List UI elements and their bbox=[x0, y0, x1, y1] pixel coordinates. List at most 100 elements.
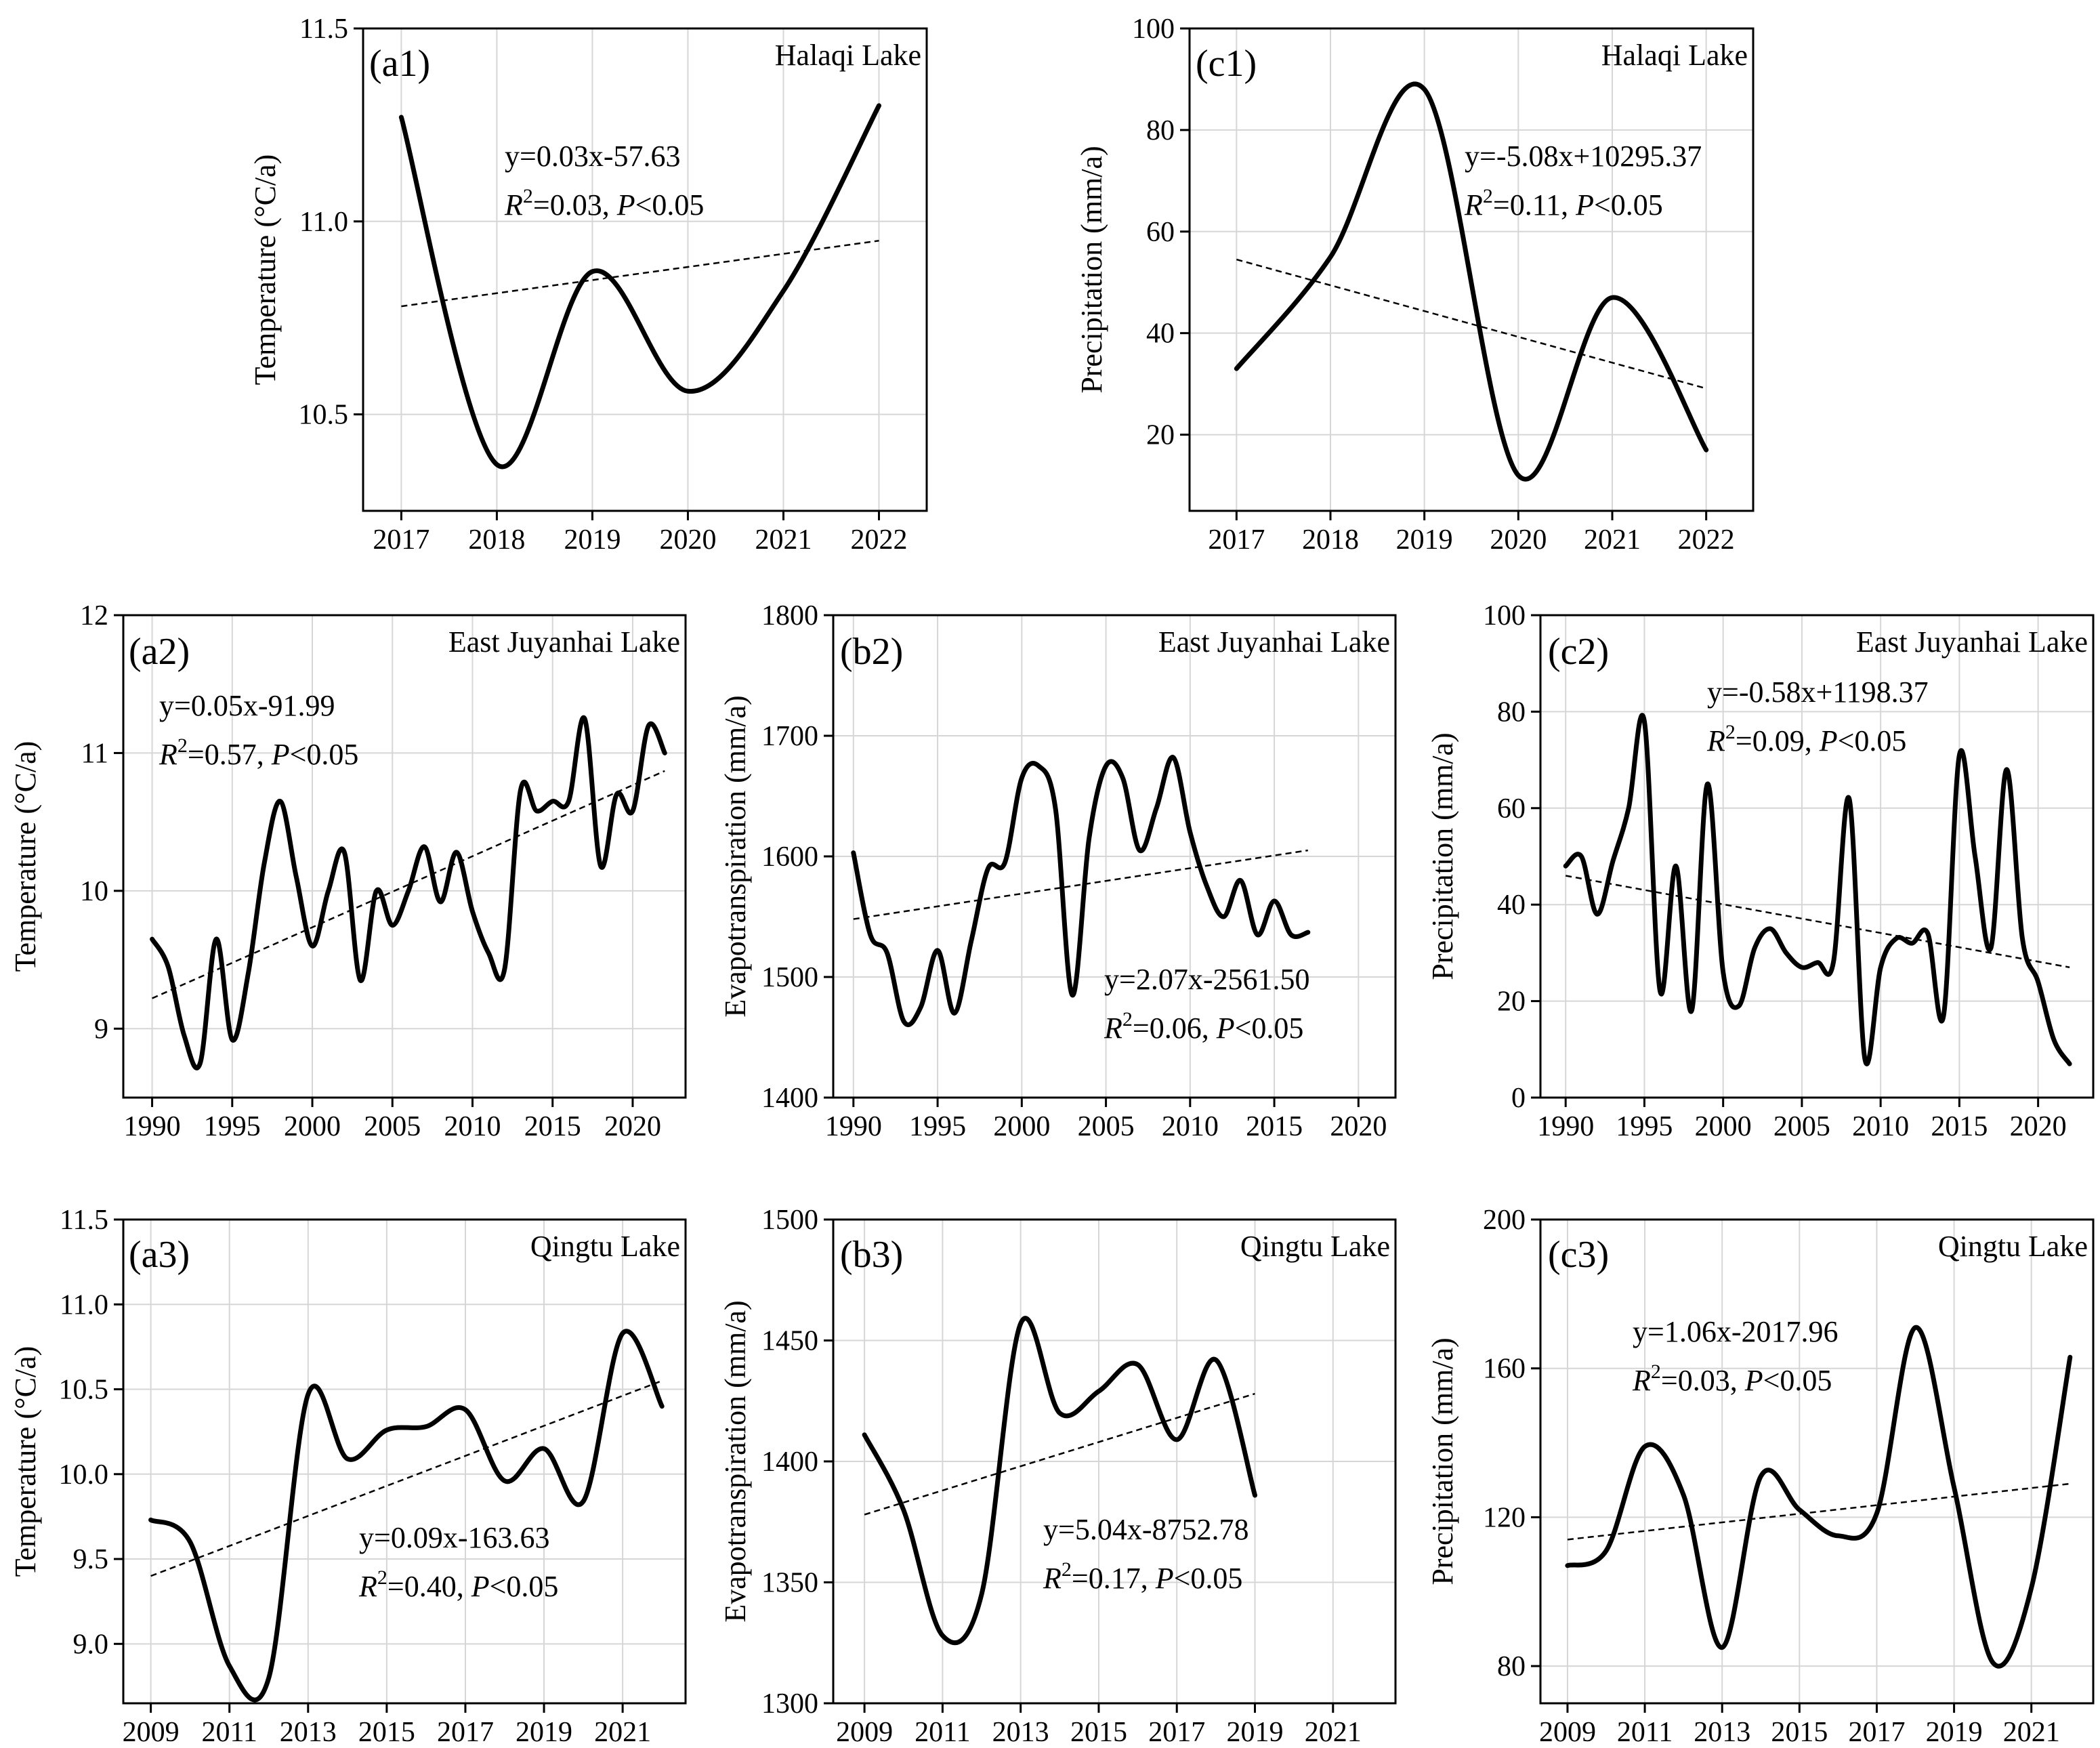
y-tick-label: 1600 bbox=[761, 841, 818, 873]
r2-value: =0.03, bbox=[533, 188, 617, 222]
y-tick-label: 40 bbox=[1146, 318, 1175, 350]
y-tick-label: 80 bbox=[1146, 115, 1175, 146]
x-tick-label: 2009 bbox=[836, 1717, 893, 1748]
x-tick-label: 2020 bbox=[2010, 1111, 2067, 1142]
series-line bbox=[398, 103, 881, 470]
regression-equation: y=0.09x-163.63 bbox=[359, 1521, 549, 1554]
x-tick-label: 2013 bbox=[280, 1717, 337, 1748]
r-symbol: R bbox=[1632, 1364, 1651, 1397]
x-tick-label: 2015 bbox=[358, 1717, 415, 1748]
y-tick-label: 120 bbox=[1483, 1502, 1526, 1533]
y-tick-label: 80 bbox=[1497, 1651, 1526, 1682]
x-tick-label: 2019 bbox=[1926, 1717, 1983, 1748]
panel-b2: 1990 1995 2000 2005 2010 2015 2020 1400 1500 1600… bbox=[719, 600, 1397, 1142]
y-tick-label: 1800 bbox=[761, 600, 818, 631]
series-line bbox=[862, 1316, 1257, 1646]
r-superscript: 2 bbox=[1651, 1360, 1661, 1383]
x-tick-label: 2021 bbox=[755, 524, 812, 556]
x-tick-label: 1990 bbox=[124, 1111, 181, 1142]
r-superscript: 2 bbox=[177, 734, 188, 757]
r2-value: =0.09, bbox=[1736, 724, 1820, 757]
y-tick-label: 1500 bbox=[761, 1205, 818, 1236]
lake-name: East Juyanhai Lake bbox=[1856, 625, 2088, 659]
series-line bbox=[1563, 713, 2072, 1066]
p-value: <0.05 bbox=[1235, 1012, 1304, 1045]
y-axis-label: Precipitation (mm/a) bbox=[1426, 1337, 1459, 1585]
x-tick-label: 2011 bbox=[1617, 1717, 1673, 1748]
series-line bbox=[148, 1329, 665, 1703]
p-symbol: P bbox=[616, 188, 635, 222]
panel-a1: 2017 2018 2019 2020 2021 2022 10.5 11.0 11.5 Temp… bbox=[249, 14, 928, 556]
x-tick-label: 2015 bbox=[1246, 1111, 1303, 1142]
r-superscript: 2 bbox=[1725, 721, 1736, 743]
y-tick-label: 0 bbox=[1511, 1083, 1526, 1114]
panel-label: (b3) bbox=[840, 1234, 903, 1276]
p-value: <0.05 bbox=[635, 188, 705, 222]
p-symbol: P bbox=[1155, 1562, 1174, 1595]
plot-frame bbox=[1188, 27, 1755, 512]
regression-stats: R2=0.06, P<0.05 bbox=[1104, 1008, 1303, 1045]
r-symbol: R bbox=[1706, 724, 1725, 757]
p-symbol: P bbox=[1575, 188, 1594, 222]
panel-c1: 2017 2018 2019 2020 2021 2022 20 40 60 80 100 Preci… bbox=[1075, 14, 1755, 556]
trend-line bbox=[401, 240, 879, 308]
regression-stats: R2=0.17, P<0.05 bbox=[1043, 1558, 1242, 1595]
panel-label: (a2) bbox=[129, 631, 190, 673]
r-symbol: R bbox=[1104, 1012, 1122, 1045]
x-tick-label: 2017 bbox=[437, 1717, 494, 1748]
regression-equation: y=-0.58x+1198.37 bbox=[1707, 675, 1929, 709]
x-tick-label: 2019 bbox=[564, 524, 621, 556]
x-tick-label: 2018 bbox=[1302, 524, 1359, 556]
panel-label: (a1) bbox=[369, 43, 430, 85]
x-tick-label: 2021 bbox=[1305, 1717, 1362, 1748]
r2-value: =0.17, bbox=[1072, 1562, 1156, 1595]
y-tick-label: 12 bbox=[80, 600, 108, 631]
y-tick-label: 1400 bbox=[761, 1447, 818, 1478]
x-tick-label: 2017 bbox=[1208, 524, 1265, 556]
x-tick-label: 2022 bbox=[1678, 524, 1735, 556]
panel-label: (a3) bbox=[129, 1234, 190, 1276]
p-symbol: P bbox=[1216, 1012, 1235, 1045]
r2-value: =0.03, bbox=[1661, 1364, 1745, 1397]
y-axis-label: Precipitation (mm/a) bbox=[1075, 146, 1108, 393]
r2-value: =0.06, bbox=[1133, 1012, 1217, 1045]
x-tick-label: 2017 bbox=[1848, 1717, 1905, 1748]
panel-label: (c3) bbox=[1548, 1234, 1609, 1276]
series-line bbox=[1234, 81, 1709, 482]
x-tick-label: 2022 bbox=[850, 524, 907, 556]
p-symbol: P bbox=[471, 1570, 490, 1603]
r-symbol: R bbox=[1464, 188, 1483, 222]
y-tick-label: 1500 bbox=[761, 962, 818, 993]
x-tick-label: 2010 bbox=[1852, 1111, 1909, 1142]
y-axis-label: Temperature (°C/a) bbox=[9, 741, 42, 972]
r-symbol: R bbox=[358, 1570, 377, 1603]
regression-stats: R2=0.03, P<0.05 bbox=[1632, 1360, 1832, 1397]
y-tick-label: 1300 bbox=[761, 1688, 818, 1720]
x-tick-label: 2009 bbox=[1539, 1717, 1596, 1748]
y-tick-label: 1350 bbox=[761, 1568, 818, 1599]
y-tick-label: 10 bbox=[80, 876, 108, 907]
p-symbol: P bbox=[1744, 1364, 1763, 1397]
regression-equation: y=2.07x-2561.50 bbox=[1104, 963, 1309, 996]
x-tick-label: 2020 bbox=[659, 524, 716, 556]
y-tick-label: 100 bbox=[1132, 14, 1175, 45]
x-tick-label: 2015 bbox=[1931, 1111, 1988, 1142]
regression-stats: R2=0.09, P<0.05 bbox=[1706, 721, 1906, 757]
regression-stats: R2=0.11, P<0.05 bbox=[1464, 185, 1663, 222]
plot-frame bbox=[122, 1218, 687, 1705]
p-symbol: P bbox=[1819, 724, 1838, 757]
y-tick-label: 11.0 bbox=[299, 207, 348, 238]
y-tick-label: 1450 bbox=[761, 1326, 818, 1357]
panel-b3: 2009 2011 2013 2015 2017 2019 2021 1300 1350 1400… bbox=[719, 1205, 1397, 1748]
lake-name: Halaqi Lake bbox=[1601, 39, 1748, 72]
p-value: <0.05 bbox=[490, 1570, 559, 1603]
p-value: <0.05 bbox=[290, 738, 359, 771]
x-tick-label: 2020 bbox=[1330, 1111, 1387, 1142]
x-tick-label: 2015 bbox=[524, 1111, 581, 1142]
p-value: <0.05 bbox=[1838, 724, 1907, 757]
x-tick-label: 2017 bbox=[1148, 1717, 1205, 1748]
y-tick-label: 10.0 bbox=[59, 1459, 109, 1491]
y-axis-label: Temperature (°C/a) bbox=[9, 1346, 42, 1577]
r-symbol: R bbox=[1043, 1562, 1062, 1595]
x-tick-label: 2000 bbox=[1695, 1111, 1752, 1142]
